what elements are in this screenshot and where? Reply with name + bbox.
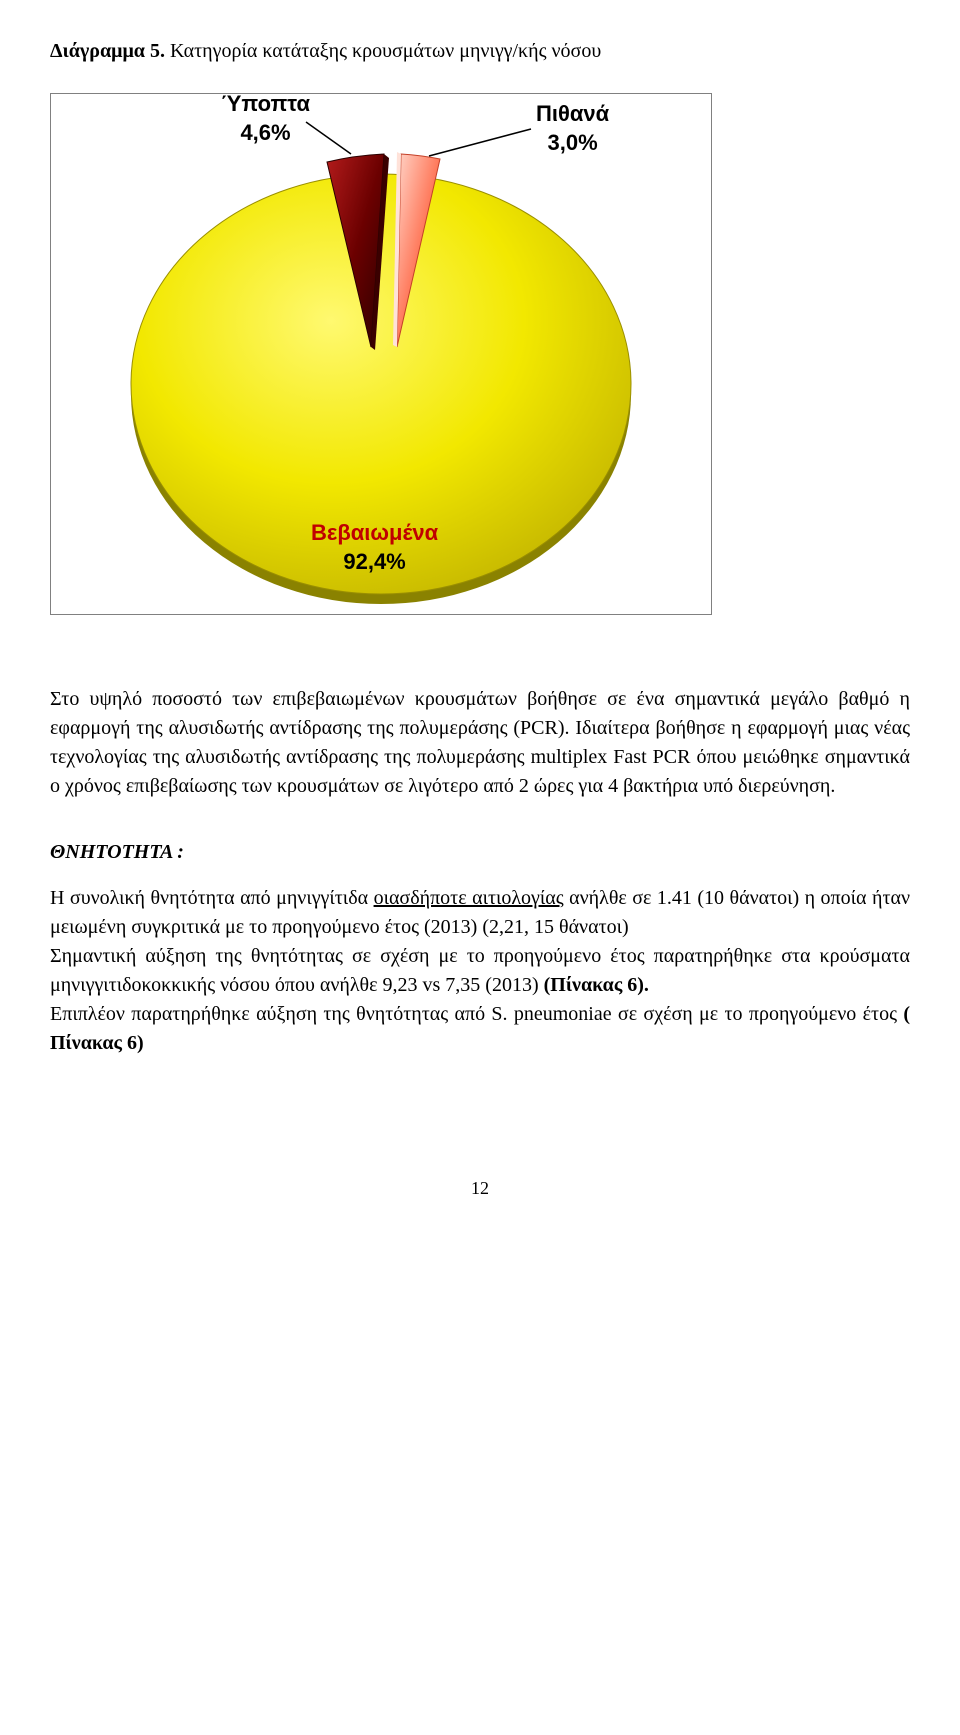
label-probable-name: Πιθανά bbox=[536, 100, 609, 129]
p2-e: Επιπλέον παρατηρήθηκε αύξηση της θνητότη… bbox=[50, 1003, 903, 1025]
p2-a: Η συνολική θνητότητα από μηνιγγίτιδα bbox=[50, 887, 374, 909]
section-heading: ΘΝΗΤΟΤΗΤΑ : bbox=[50, 841, 910, 864]
figure-title-prefix: Διάγραμμα 5. bbox=[50, 40, 165, 62]
p2-d: (Πίνακας 6). bbox=[544, 974, 649, 996]
p2-c: Σημαντική αύξηση της θνητότητας σε σχέση… bbox=[50, 945, 910, 996]
paragraph-2: Η συνολική θνητότητα από μηνιγγίτιδα οια… bbox=[50, 884, 910, 1058]
label-confirmed-value: 92,4% bbox=[311, 548, 438, 577]
pie-chart-container: Ύποπτα 4,6% Πιθανά 3,0% Βεβαιωμένα 92,4% bbox=[50, 93, 712, 615]
leader-probable bbox=[429, 129, 531, 156]
label-probable-value: 3,0% bbox=[536, 129, 609, 158]
label-confirmed: Βεβαιωμένα 92,4% bbox=[311, 519, 438, 576]
figure-title-rest: Κατηγορία κατάταξης κρουσμάτων μηνιγγ/κή… bbox=[165, 40, 601, 62]
page-number: 12 bbox=[50, 1178, 910, 1199]
p2-underline: οιασδήποτε αιτιολογίας bbox=[374, 887, 564, 909]
figure-title: Διάγραμμα 5. Κατηγορία κατάταξης κρουσμά… bbox=[50, 40, 910, 63]
label-suspected-name: Ύποπτα bbox=[221, 90, 310, 119]
label-suspected: Ύποπτα 4,6% bbox=[221, 90, 310, 147]
paragraph-1: Στο υψηλό ποσοστό των επιβεβαιωμένων κρο… bbox=[50, 685, 910, 801]
label-suspected-value: 4,6% bbox=[221, 119, 310, 148]
label-probable: Πιθανά 3,0% bbox=[536, 100, 609, 157]
leader-suspected bbox=[306, 122, 351, 154]
label-confirmed-name: Βεβαιωμένα bbox=[311, 519, 438, 548]
